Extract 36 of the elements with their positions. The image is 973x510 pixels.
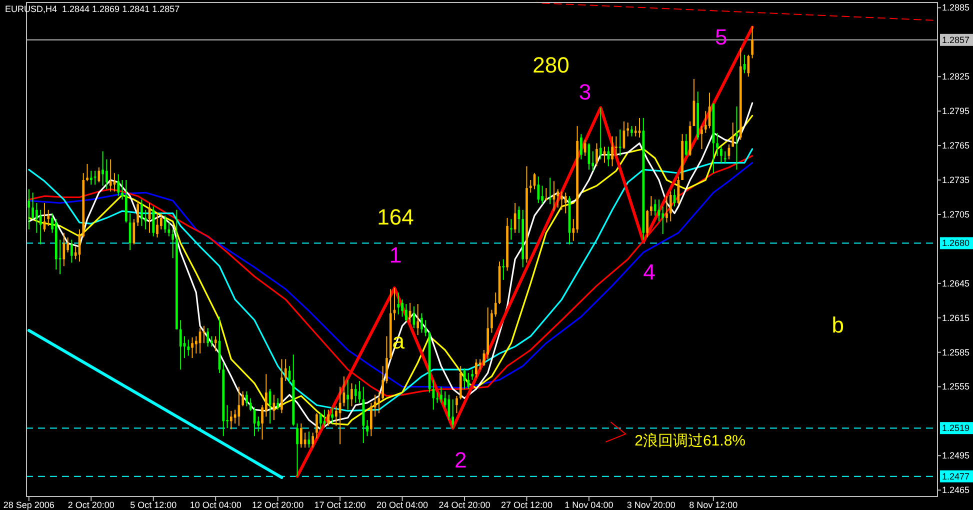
x-tick-label: 28 Sep 2006 bbox=[3, 500, 54, 510]
annotation: b bbox=[832, 312, 844, 338]
ref-line-label: 1.2680 bbox=[942, 238, 970, 248]
x-tick-label: 10 Oct 04:00 bbox=[190, 500, 242, 510]
y-tick-label: 1.2495 bbox=[942, 450, 970, 461]
y-tick-label: 1.2765 bbox=[942, 140, 970, 151]
y-tick-label: 1.2705 bbox=[942, 209, 970, 220]
x-tick-label: 27 Oct 12:00 bbox=[500, 500, 552, 510]
ref-line-label: 1.2519 bbox=[942, 423, 970, 434]
annotation: 4 bbox=[643, 260, 656, 284]
y-tick-label: 1.2735 bbox=[942, 175, 970, 186]
ref-line-label: 1.2477 bbox=[942, 471, 970, 482]
y-tick-label: 1.2615 bbox=[942, 312, 970, 323]
x-tick-label: 5 Oct 12:00 bbox=[130, 500, 177, 510]
y-tick-label: 1.2645 bbox=[942, 278, 970, 288]
x-tick-label: 17 Oct 12:00 bbox=[314, 500, 366, 510]
x-tick-label: 2 Oct 20:00 bbox=[68, 500, 114, 510]
annotation: 2 bbox=[454, 448, 467, 472]
y-tick-label: 1.2795 bbox=[942, 106, 970, 116]
ref-line-label: 1.2857 bbox=[942, 34, 970, 45]
x-tick-label: 12 Oct 20:00 bbox=[252, 500, 304, 510]
annotation: 1 bbox=[389, 242, 402, 268]
annotation: 164 bbox=[377, 204, 414, 230]
annotation: 280 bbox=[532, 52, 570, 78]
x-tick-label: 3 Nov 20:00 bbox=[626, 500, 676, 510]
y-tick-label: 1.2465 bbox=[942, 485, 970, 496]
annotation: 3 bbox=[578, 80, 592, 104]
x-tick-label: 1 Nov 04:00 bbox=[564, 500, 614, 510]
y-tick-label: 1.2555 bbox=[942, 382, 970, 392]
x-tick-label: 8 Nov 12:00 bbox=[689, 500, 738, 510]
annotation: 2浪回调过61.8% bbox=[634, 432, 746, 450]
y-tick-label: 1.2585 bbox=[942, 347, 970, 358]
x-tick-label: 20 Oct 04:00 bbox=[376, 500, 428, 510]
y-tick-label: 1.2885 bbox=[942, 2, 970, 13]
x-tick-label: 24 Oct 20:00 bbox=[438, 500, 490, 510]
y-tick-label: 1.2825 bbox=[942, 72, 970, 82]
